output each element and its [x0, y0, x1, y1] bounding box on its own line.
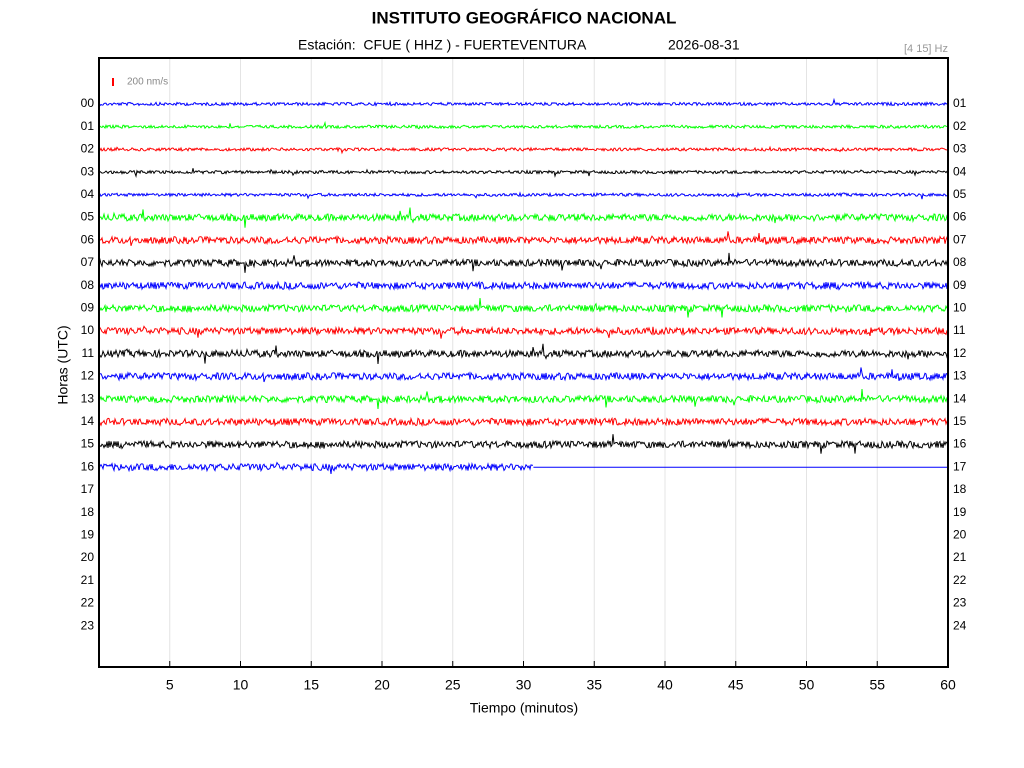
hour-label: 10 [81, 323, 95, 337]
trace [98, 231, 949, 246]
hour-label: 19 [953, 505, 967, 519]
hour-label: 04 [81, 187, 95, 201]
hour-label: 13 [81, 391, 95, 405]
trace [98, 416, 949, 428]
x-tick-label: 30 [516, 677, 532, 693]
trace [98, 389, 949, 410]
trace [98, 280, 949, 291]
trace [98, 461, 534, 474]
hour-label: 23 [81, 618, 95, 632]
trace [98, 252, 949, 273]
hour-label: 24 [953, 618, 967, 632]
hour-label: 21 [81, 573, 95, 587]
station: Estación: CFUE ( HHZ ) - FUERTEVENTURA [298, 37, 587, 53]
hour-label: 09 [953, 278, 967, 292]
x-tick-label: 55 [869, 677, 885, 693]
trace [98, 120, 949, 130]
trace [98, 367, 949, 383]
hour-label: 15 [81, 437, 95, 451]
plot-frame [98, 57, 949, 668]
hour-label: 02 [953, 119, 967, 133]
hour-label: 21 [953, 550, 967, 564]
hour-label: 08 [81, 278, 95, 292]
x-tick-label: 5 [166, 677, 174, 693]
hour-label: 17 [953, 459, 967, 473]
hour-label: 11 [82, 346, 95, 360]
hour-label: 03 [81, 164, 95, 178]
x-tick-label: 35 [586, 677, 602, 693]
filter: [4 15] Hz [904, 43, 948, 55]
x-tick-label: 25 [445, 677, 461, 693]
trace [98, 207, 949, 228]
hour-label: 14 [81, 414, 95, 428]
scale-label: 200 nm/s [127, 77, 168, 88]
hour-label: 17 [81, 482, 95, 496]
trace [98, 168, 949, 179]
hour-label: 00 [81, 96, 95, 110]
x-tick-label: 40 [657, 677, 673, 693]
trace [98, 343, 949, 364]
x-tick-label: 10 [233, 677, 249, 693]
trace [98, 434, 949, 454]
hour-label: 05 [953, 187, 967, 201]
hour-label: 14 [953, 391, 967, 405]
hour-label: 11 [953, 323, 966, 337]
chart-title: INSTITUTO GEOGRÁFICO NACIONAL [372, 8, 677, 27]
hour-label: 13 [953, 369, 967, 383]
trace [98, 191, 949, 200]
hour-label: 15 [953, 414, 967, 428]
hour-label: 22 [953, 573, 967, 587]
y-axis-label: Horas (UTC) [55, 325, 71, 404]
hour-label: 18 [953, 482, 967, 496]
hour-label: 18 [81, 505, 95, 519]
hour-label: 01 [81, 119, 95, 133]
hour-label: 16 [81, 459, 95, 473]
hour-label: 02 [81, 142, 95, 156]
hour-label: 12 [81, 369, 95, 383]
hour-label: 06 [81, 232, 95, 246]
trace [98, 145, 949, 155]
hour-label: 07 [81, 255, 95, 269]
hour-label: 19 [81, 527, 95, 541]
x-tick-label: 45 [728, 677, 744, 693]
hour-label: 16 [953, 437, 967, 451]
trace [98, 97, 949, 107]
x-axis-label: Tiempo (minutos) [470, 700, 578, 716]
hour-label: 20 [953, 527, 967, 541]
hour-label: 04 [953, 164, 967, 178]
trace [98, 297, 949, 318]
x-tick-label: 50 [799, 677, 815, 693]
hour-label: 08 [953, 255, 967, 269]
hour-label: 22 [81, 596, 95, 610]
hour-label: 10 [953, 300, 967, 314]
hour-label: 09 [81, 300, 95, 314]
x-tick-label: 60 [940, 677, 956, 693]
hour-label: 23 [953, 596, 967, 610]
x-tick-label: 15 [303, 677, 319, 693]
hour-label: 12 [953, 346, 967, 360]
hour-label: 06 [953, 210, 967, 224]
hour-label: 07 [953, 232, 967, 246]
hour-label: 20 [81, 550, 95, 564]
trace [98, 325, 949, 339]
date: 2026-08-31 [668, 37, 740, 53]
hour-label: 01 [953, 96, 967, 110]
x-tick-label: 20 [374, 677, 390, 693]
hour-label: 03 [953, 142, 967, 156]
hour-label: 05 [81, 210, 95, 224]
